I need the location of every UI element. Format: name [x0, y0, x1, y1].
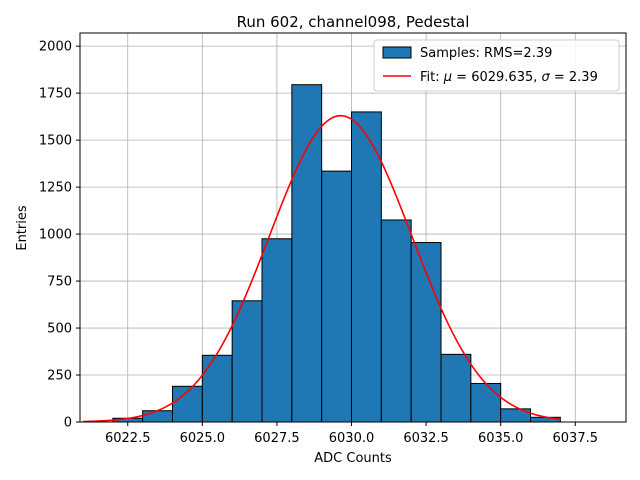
x-tick-label: 6030.0: [329, 431, 375, 446]
y-tick-label: 500: [47, 322, 72, 337]
plot-frame: [79, 32, 627, 423]
histogram-bar: [201, 354, 233, 423]
histogram-bar: [440, 353, 472, 423]
y-tick-label: 750: [47, 275, 72, 290]
y-axis-label: Entries: [15, 205, 30, 251]
y-tick-label: 1500: [39, 134, 72, 149]
legend-fit-sigma-symbol: σ: [542, 70, 551, 85]
x-tick-label: 6037.5: [553, 431, 599, 446]
fit-curve: [82, 114, 561, 423]
histogram-bar: [291, 84, 323, 423]
y-tick-label: 1000: [39, 228, 72, 243]
chart-title: Run 602, channel098, Pedestal: [237, 13, 470, 31]
histogram-bar: [380, 219, 412, 423]
x-axis-label: ADC Counts: [314, 451, 392, 466]
legend-label-samples: Samples: RMS=2.39: [420, 46, 552, 61]
x-axis-ticks: 6022.5 6025.0 6027.5 6030.0 6032.5 6035.0 6037…: [105, 422, 598, 446]
y-axis-ticks: 0 250 500 750 1000 1250 1500 1750 2000: [39, 40, 80, 431]
x-tick-label: 6027.5: [254, 431, 300, 446]
legend: Samples: RMS=2.39 Fit: μ = 6029.635, σ =…: [373, 39, 620, 92]
x-tick-label: 6025.0: [180, 431, 226, 446]
legend-swatch-samples: [382, 46, 412, 59]
legend-fit-sigma-value: = 2.39: [550, 70, 598, 85]
x-tick-label: 6032.5: [403, 431, 449, 446]
x-tick-label: 6022.5: [105, 431, 151, 446]
legend-box: [373, 39, 620, 92]
legend-label-fit: Fit: μ = 6029.635, σ = 2.39: [420, 70, 598, 85]
histogram-bar: [410, 242, 442, 423]
histogram-bars: [112, 84, 561, 423]
legend-fit-mu-symbol: μ: [443, 70, 452, 85]
x-tick-label: 6035.0: [478, 431, 524, 446]
histogram-bar: [231, 300, 263, 423]
histogram-bar: [142, 410, 173, 423]
y-tick-label: 250: [47, 369, 72, 384]
y-tick-label: 0: [64, 416, 72, 431]
y-tick-label: 2000: [39, 40, 72, 55]
legend-fit-prefix: Fit:: [420, 70, 444, 85]
histogram-bar: [321, 170, 353, 423]
y-tick-label: 1250: [39, 181, 72, 196]
legend-fit-mu-value: = 6029.635,: [452, 70, 541, 85]
y-tick-label: 1750: [39, 87, 72, 102]
histogram-bar: [470, 382, 502, 423]
histogram-bar: [351, 111, 382, 423]
histogram-bar: [261, 238, 293, 423]
